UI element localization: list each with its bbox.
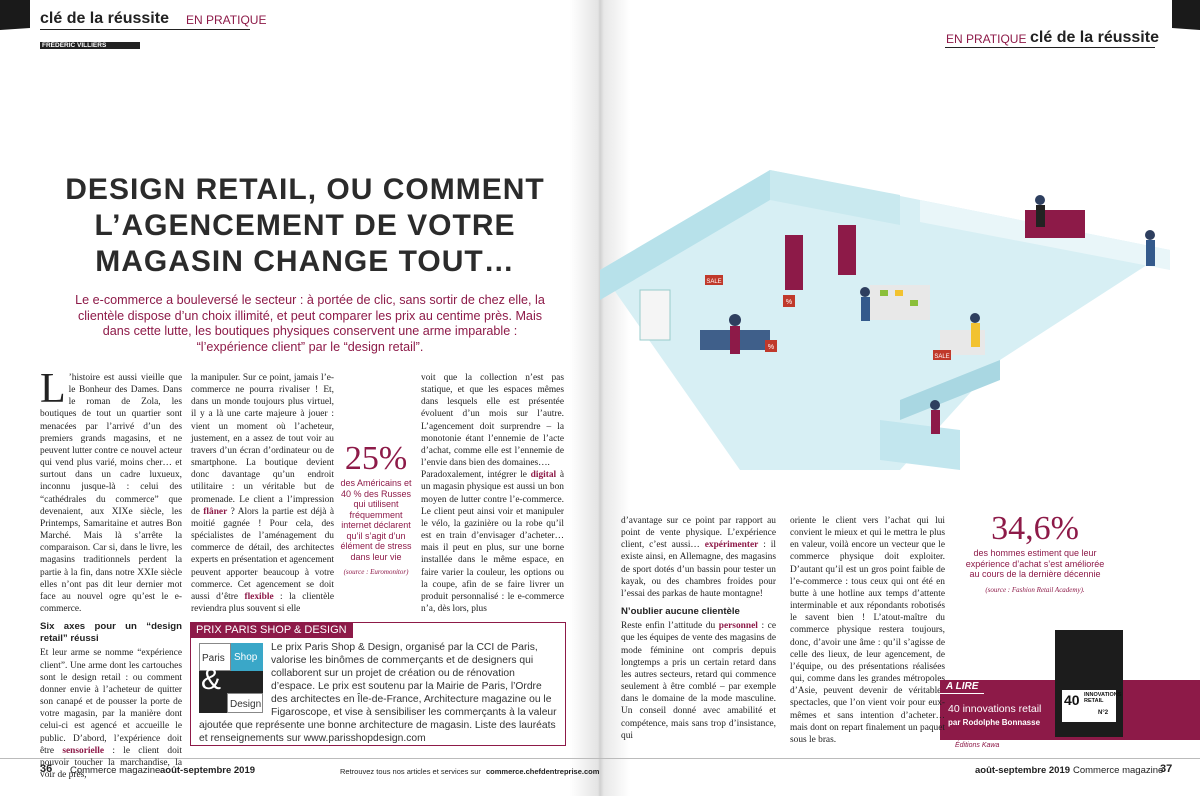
paragraph: L’histoire est aussi vieille que le Bonh… bbox=[40, 366, 182, 615]
cover-panel bbox=[1062, 690, 1116, 722]
text-run: Et leur arme se nomme “expérience client… bbox=[40, 648, 182, 756]
sign: SALE bbox=[706, 279, 721, 285]
cover-number: 40 bbox=[1064, 692, 1080, 708]
rule bbox=[40, 29, 250, 30]
text-run: : la clientèle reviendra plus souvent si… bbox=[191, 591, 335, 614]
author: FRÉDÉRIC VILLIERS bbox=[42, 42, 107, 49]
footer-date: août-septembre 2019 bbox=[160, 765, 256, 776]
headline: DESIGN RETAIL, OU COMMENT L’AGENCEMENT D… bbox=[40, 172, 570, 280]
footer-rule bbox=[0, 758, 1200, 759]
column: d’avantage sur ce point par rapport au p… bbox=[621, 515, 776, 742]
sign: % bbox=[786, 299, 792, 306]
text-run: Reste enfin l’attitude du bbox=[621, 621, 719, 632]
paragraph: Reste enfin l’attitude du personnel : ce… bbox=[621, 620, 776, 742]
stat-text: des hommes estiment que leur expérience … bbox=[965, 548, 1105, 579]
book-publisher: Éditions Kawa bbox=[955, 742, 1000, 749]
footer-date: août-septembre 2019 bbox=[975, 765, 1071, 776]
paragraph: d’avantage sur ce point par rapport au p… bbox=[621, 515, 776, 600]
stat-value: 25% bbox=[344, 440, 408, 477]
store-illustration: SALE % SALE % bbox=[600, 170, 1170, 470]
text-run: voit que la collection n’est pas statiqu… bbox=[421, 373, 564, 469]
text-run: la manipuler. Sur ce point, jamais l’e-c… bbox=[191, 373, 334, 517]
dropcap: L bbox=[40, 366, 66, 412]
book-title: 40 innovations retail bbox=[948, 703, 1042, 715]
corner-mark bbox=[0, 0, 30, 30]
stat-text: des Américains et 40 % des Russes qui ut… bbox=[340, 478, 412, 562]
rubric: EN PRATIQUE bbox=[186, 13, 267, 27]
text-run: : le client doit pouvoir toucher la marc… bbox=[40, 745, 182, 780]
stat-source: (source : Fashion Retail Academy). bbox=[985, 585, 1085, 594]
subheading: N’oublier aucune clientèle bbox=[621, 606, 740, 618]
logo-word: Design bbox=[227, 693, 263, 713]
footer-mag: Commerce magazine bbox=[70, 765, 161, 776]
text-run: ? Alors la partie est déjà à moitié gagn… bbox=[191, 506, 334, 602]
intro: Le e-commerce a bouleversé le secteur : … bbox=[75, 293, 545, 354]
subheading: Six axes pour un “design retail” réussi bbox=[40, 621, 182, 645]
text-run: Paradoxalement, intégrer le bbox=[421, 470, 531, 481]
column: L’histoire est aussi vieille que le Bonh… bbox=[40, 366, 182, 781]
corner-mark bbox=[1172, 0, 1200, 30]
paragraph: Paradoxalement, intégrer le digital à un… bbox=[421, 469, 564, 615]
text-run: à un magasin physique est aussi un bon m… bbox=[421, 470, 564, 614]
sign: SALE bbox=[934, 354, 949, 360]
prize-logo: Paris Shop & Design bbox=[199, 643, 263, 713]
column: oriente le client vers l’achat qui lui c… bbox=[790, 515, 945, 746]
logo-word: Shop bbox=[231, 643, 263, 671]
prize-text: Le prix Paris Shop & Design, organisé pa… bbox=[199, 642, 557, 744]
stat: 34,6% des hommes estiment que leur expér… bbox=[960, 510, 1110, 594]
stat-value: 34,6% bbox=[991, 510, 1079, 547]
logo-word: & bbox=[201, 663, 222, 696]
page-number: 36 bbox=[40, 763, 53, 775]
highlight: sensorielle bbox=[62, 745, 105, 756]
headline-line: L’AGENCEMENT DE VOTRE bbox=[94, 209, 516, 242]
footer-url: commerce.chefdentreprise.com bbox=[486, 767, 600, 776]
prize-title: PRIX PARIS SHOP & DESIGN bbox=[190, 622, 353, 638]
page-number: 37 bbox=[1160, 763, 1173, 775]
rubric: EN PRATIQUE bbox=[946, 32, 1027, 46]
highlight: flâner bbox=[203, 506, 228, 517]
column: la manipuler. Sur ce point, jamais l’e-c… bbox=[191, 372, 334, 615]
rule bbox=[945, 47, 1155, 48]
text-run: d’avantage sur ce point par rapport au p… bbox=[621, 516, 776, 551]
paragraph: Et leur arme se nomme “expérience client… bbox=[40, 647, 182, 781]
paragraph: la manipuler. Sur ce point, jamais l’e-c… bbox=[191, 372, 334, 615]
cover-title: INNOVATIONS RETAIL bbox=[1084, 692, 1122, 704]
paragraph: oriente le client vers l’achat qui lui c… bbox=[790, 515, 945, 746]
text-run: : ce que les équipes de vente des magasi… bbox=[621, 621, 776, 741]
cover-issue: N°2 bbox=[1098, 710, 1109, 716]
headline-line: MAGASIN CHANGE TOUT… bbox=[95, 245, 515, 278]
prize-box: Paris Shop & Design Le prix Paris Shop &… bbox=[190, 622, 566, 746]
text-run: ’histoire est aussi vieille que le Bonhe… bbox=[40, 373, 182, 614]
footer-mag: Commerce magazine bbox=[1073, 765, 1164, 776]
highlight: flexible bbox=[244, 591, 274, 602]
highlight: personnel bbox=[718, 621, 758, 632]
section-name: clé de la réussite bbox=[40, 10, 169, 27]
sign: % bbox=[768, 344, 774, 351]
stat-source: (source : Euromonitor) bbox=[343, 568, 409, 576]
highlight: digital bbox=[530, 470, 557, 481]
logo-word: Paris bbox=[199, 643, 231, 671]
highlight: expérimenter bbox=[704, 540, 759, 551]
text-run: oriente le client vers l’achat qui lui c… bbox=[790, 516, 945, 745]
paragraph: voit que la collection n’est pas statiqu… bbox=[421, 372, 564, 469]
headline-line: DESIGN RETAIL, OU COMMENT bbox=[65, 173, 545, 206]
reading-label: A LIRE bbox=[940, 680, 985, 694]
section-name: clé de la réussite bbox=[1030, 29, 1159, 46]
stat: 25% des Américains et 40 % des Russes qu… bbox=[340, 440, 412, 576]
book-author: par Rodolphe Bonnasse bbox=[948, 718, 1041, 727]
author-bar bbox=[40, 42, 140, 49]
footer-promo: Retrouvez tous nos articles et services … bbox=[340, 767, 481, 776]
column: voit que la collection n’est pas statiqu… bbox=[421, 372, 564, 615]
text-run: : il existe ainsi, en Allemagne, des mag… bbox=[621, 540, 776, 599]
